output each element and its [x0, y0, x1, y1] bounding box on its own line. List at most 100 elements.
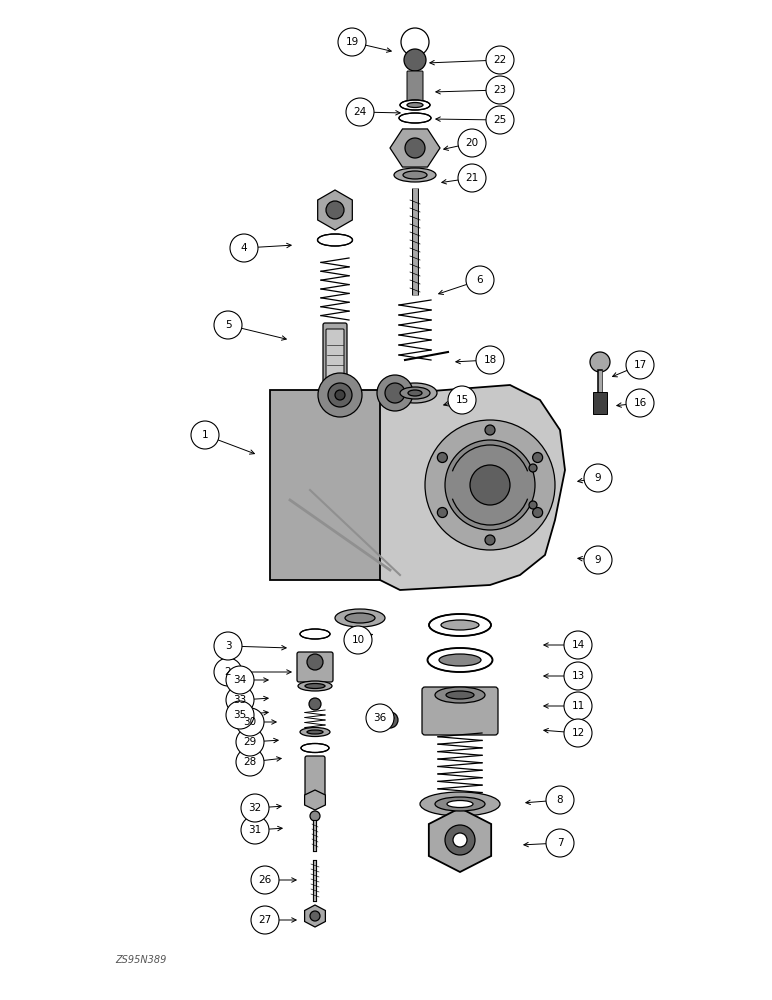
Text: 23: 23	[493, 85, 506, 95]
Ellipse shape	[429, 614, 491, 636]
Circle shape	[533, 452, 543, 462]
Circle shape	[448, 386, 476, 414]
Text: 2: 2	[225, 667, 232, 677]
Circle shape	[328, 383, 352, 407]
Polygon shape	[305, 905, 325, 927]
Ellipse shape	[317, 234, 353, 246]
Circle shape	[307, 654, 323, 670]
Circle shape	[377, 375, 413, 411]
Circle shape	[529, 464, 537, 472]
Polygon shape	[428, 808, 491, 872]
Ellipse shape	[345, 613, 375, 623]
Ellipse shape	[447, 800, 473, 808]
Circle shape	[626, 351, 654, 379]
Circle shape	[546, 786, 574, 814]
Circle shape	[564, 719, 592, 747]
Circle shape	[318, 373, 362, 417]
Circle shape	[404, 49, 426, 71]
Circle shape	[486, 46, 514, 74]
Text: 32: 32	[249, 803, 262, 813]
Circle shape	[466, 266, 494, 294]
Circle shape	[438, 508, 447, 518]
Ellipse shape	[300, 629, 330, 639]
Ellipse shape	[400, 387, 430, 399]
Circle shape	[236, 728, 264, 756]
Circle shape	[405, 138, 425, 158]
Circle shape	[564, 692, 592, 720]
Circle shape	[226, 701, 254, 729]
Circle shape	[251, 866, 279, 894]
Text: 21: 21	[466, 173, 479, 183]
Circle shape	[226, 666, 254, 694]
Polygon shape	[380, 385, 565, 590]
Text: 27: 27	[259, 915, 272, 925]
Circle shape	[236, 708, 264, 736]
Text: 6: 6	[476, 275, 483, 285]
Circle shape	[310, 811, 320, 821]
Text: 4: 4	[241, 243, 247, 253]
Circle shape	[445, 825, 475, 855]
FancyBboxPatch shape	[305, 756, 325, 800]
Text: 16: 16	[633, 398, 647, 408]
Ellipse shape	[301, 744, 329, 752]
Circle shape	[564, 631, 592, 659]
Circle shape	[214, 658, 242, 686]
Circle shape	[485, 425, 495, 435]
Circle shape	[485, 535, 495, 545]
Circle shape	[241, 816, 269, 844]
Text: 19: 19	[345, 37, 359, 47]
Text: 33: 33	[233, 695, 246, 705]
Text: 15: 15	[455, 395, 469, 405]
Text: 28: 28	[243, 757, 256, 767]
Circle shape	[445, 440, 535, 530]
Circle shape	[453, 833, 467, 847]
Text: 24: 24	[354, 107, 367, 117]
Text: 29: 29	[243, 737, 256, 747]
Ellipse shape	[441, 620, 479, 630]
Ellipse shape	[428, 648, 493, 672]
Circle shape	[533, 508, 543, 518]
Text: 20: 20	[466, 138, 479, 148]
Circle shape	[438, 452, 447, 462]
Circle shape	[590, 352, 610, 372]
Circle shape	[401, 28, 429, 56]
Text: ZS95N389: ZS95N389	[115, 955, 167, 965]
Text: 3: 3	[225, 641, 232, 651]
Text: 1: 1	[201, 430, 208, 440]
Circle shape	[564, 662, 592, 690]
Circle shape	[584, 464, 612, 492]
Circle shape	[458, 129, 486, 157]
Ellipse shape	[439, 654, 481, 666]
Text: 7: 7	[557, 838, 564, 848]
Polygon shape	[305, 790, 325, 810]
Text: 30: 30	[243, 717, 256, 727]
Text: 14: 14	[571, 640, 584, 650]
Circle shape	[310, 911, 320, 921]
Circle shape	[251, 906, 279, 934]
Text: 35: 35	[233, 710, 246, 720]
Circle shape	[486, 106, 514, 134]
Circle shape	[529, 501, 537, 509]
Circle shape	[458, 164, 486, 192]
Ellipse shape	[393, 383, 437, 403]
Circle shape	[230, 234, 258, 262]
Circle shape	[214, 632, 242, 660]
Circle shape	[344, 626, 372, 654]
Circle shape	[382, 712, 398, 728]
Circle shape	[338, 28, 366, 56]
Circle shape	[335, 390, 345, 400]
FancyBboxPatch shape	[407, 71, 423, 103]
Circle shape	[546, 829, 574, 857]
Text: 18: 18	[483, 355, 496, 365]
Text: 17: 17	[633, 360, 647, 370]
Ellipse shape	[335, 609, 385, 627]
Ellipse shape	[399, 113, 431, 123]
Circle shape	[191, 421, 219, 449]
Ellipse shape	[400, 100, 430, 110]
Polygon shape	[270, 390, 400, 580]
Circle shape	[470, 465, 510, 505]
Text: 5: 5	[225, 320, 232, 330]
Circle shape	[236, 748, 264, 776]
Polygon shape	[390, 129, 440, 167]
Circle shape	[241, 794, 269, 822]
